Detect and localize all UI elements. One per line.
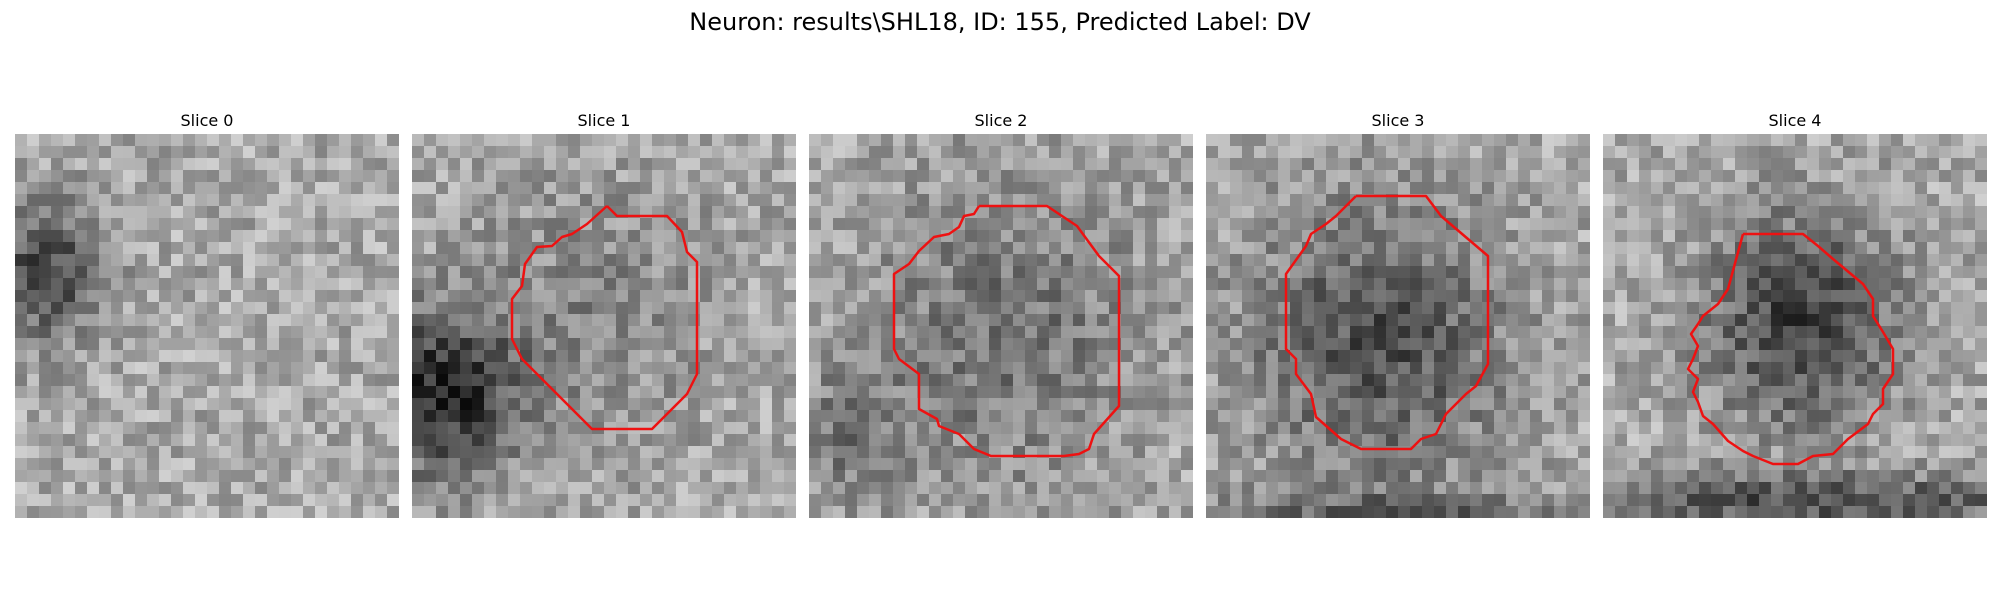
slice-title: Slice 0	[180, 111, 234, 130]
figure-title: Neuron: results\SHL18, ID: 155, Predicte…	[689, 8, 1311, 36]
slice-image	[809, 134, 1193, 518]
slice-title: Slice 2	[974, 111, 1028, 130]
slice-image	[1206, 134, 1590, 518]
slice-panel-3: Slice 3	[1206, 108, 1590, 518]
slice-title: Slice 1	[577, 111, 631, 130]
slice-panel-2: Slice 2	[809, 108, 1193, 518]
slice-title: Slice 4	[1768, 111, 1822, 130]
segmentation-contour	[1686, 232, 1895, 466]
slice-panel-0: Slice 0	[15, 108, 399, 518]
slice-title: Slice 3	[1371, 111, 1425, 130]
segmentation-contour	[510, 205, 699, 431]
segmentation-contour	[892, 204, 1121, 458]
slice-image	[15, 134, 399, 518]
segmentation-contour	[1284, 194, 1490, 451]
slice-panel-4: Slice 4	[1603, 108, 1987, 518]
slice-image	[1603, 134, 1987, 518]
slice-panel-1: Slice 1	[412, 108, 796, 518]
slice-image	[412, 134, 796, 518]
